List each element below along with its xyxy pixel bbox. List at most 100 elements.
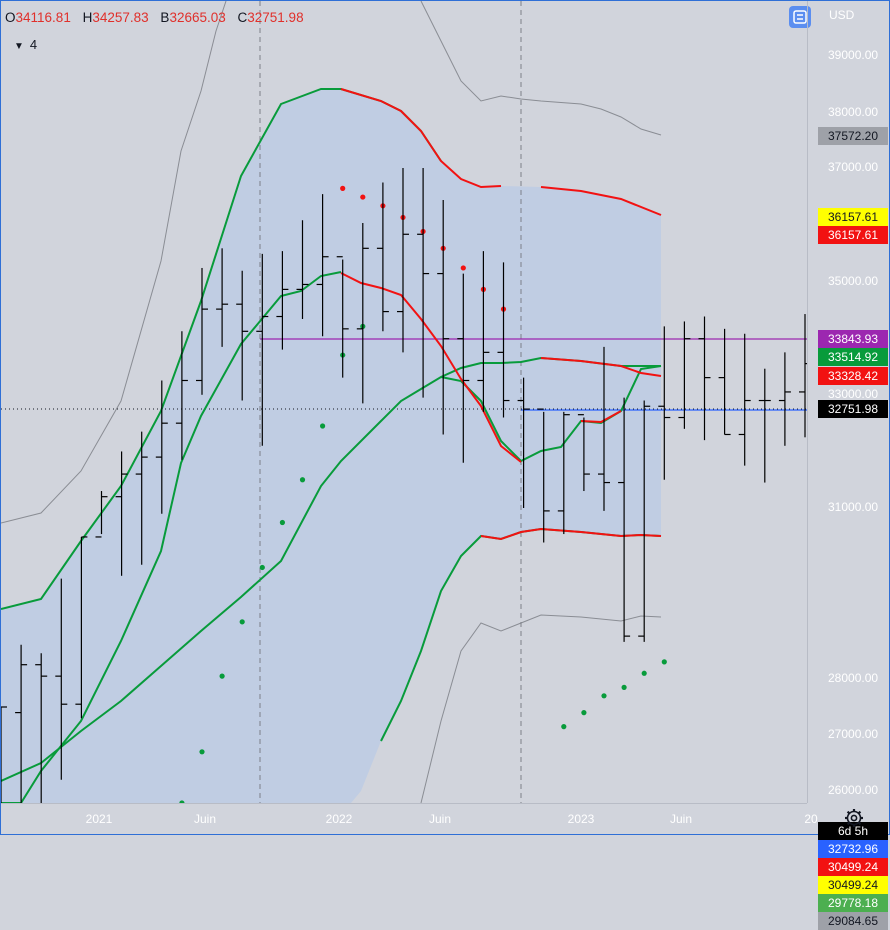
ohlc-bar[interactable] [457,273,470,463]
ohlc-bar[interactable] [196,267,208,395]
outer-upper-line-left [1,1,227,524]
price-tick: 33000.00 [828,386,879,401]
sar-green-dot [239,619,245,625]
sar-green-dot [601,693,607,699]
ohlc-bar[interactable] [397,168,409,353]
price-label: 30499.24 [818,876,888,894]
lower-red-line [480,527,662,541]
ohlc-bar[interactable] [15,644,28,803]
ohlc-bar[interactable] [336,256,349,378]
time-tick: 2021 [85,812,113,826]
ohlc-bar[interactable] [738,333,751,466]
ohlc-bar[interactable] [517,377,530,508]
price-label: 29778.18 [818,894,888,912]
price-tick: 35000.00 [828,274,879,288]
ohlc-bar[interactable] [356,223,369,404]
ohlc-bar[interactable] [417,168,430,398]
sar-red-dot [460,265,466,271]
price-tick: 26000.00 [828,783,879,797]
ohlc-bar[interactable] [115,451,128,576]
close-value: 32751.98 [247,10,304,25]
close-key: C [237,10,248,25]
ohlc-bar[interactable] [155,380,168,514]
mid-red-line-3 [580,410,622,424]
sar-green-dot [661,659,667,665]
ohlc-bar[interactable] [537,408,550,543]
ohlc-bar[interactable] [477,251,490,412]
price-label: 32751.98 [818,400,888,418]
ohlc-bar[interactable] [135,431,148,565]
ohlc-bar[interactable] [55,578,68,780]
price-label: 37572.20 [818,127,888,145]
chart-canvas[interactable] [1,1,807,803]
ohlc-bar[interactable] [799,314,807,438]
time-tick: Juin [428,812,452,826]
ohlc-bar[interactable] [678,321,691,429]
open-key: O [5,10,16,25]
price-tick: 31000.00 [828,500,879,514]
ohlc-bar[interactable] [618,397,631,642]
envelope-band [1,89,661,803]
ohlc-bar[interactable] [256,253,269,446]
sar-green-dot [621,684,627,691]
price-tick: 28000.00 [828,671,879,685]
high-key: H [82,10,93,25]
price-label: 33843.93 [818,330,888,348]
sar-green-dot [561,724,567,730]
ohlc-bar[interactable] [95,491,108,538]
ohlc-bar[interactable] [216,248,229,347]
time-tick: 2023 [567,812,595,826]
ohlc-bar[interactable] [35,653,48,803]
chevron-down-icon[interactable]: ▼ [14,41,24,52]
ohlc-bar[interactable] [698,316,711,441]
ohlc-bar[interactable] [236,270,249,401]
indicators-toggle[interactable]: ▼ 4 [14,37,37,52]
ohlc-bar[interactable] [316,194,329,337]
currency-label[interactable]: USD [829,8,855,22]
ohlc-bar[interactable] [758,368,771,483]
sar-green-dot [581,710,587,716]
gear-icon[interactable] [844,808,864,828]
price-tick: 27000.00 [828,727,879,741]
ohlc-bar[interactable] [577,414,590,492]
sar-green-dot [299,477,306,483]
ohlc-bar[interactable] [598,346,610,511]
outer-lower-line [420,614,662,803]
price-tick: 37000.00 [828,160,879,174]
time-tick: Juin [193,812,217,826]
currency-button[interactable] [789,6,811,28]
ohlc-bar[interactable] [75,536,88,719]
ohlc-bar[interactable] [718,328,731,436]
ohlc-bar[interactable] [557,411,570,535]
sar-green-dot [179,800,185,803]
sar-green-dot [641,670,647,676]
ohlc-bar[interactable] [497,262,510,418]
price-label: 30499.24 [818,858,888,876]
ohlc-bar[interactable] [778,352,791,446]
plot-area[interactable] [1,1,807,803]
low-key: B [160,10,170,25]
ohlc-bar[interactable] [437,199,450,435]
price-label: 29084.65 [818,912,888,930]
price-tick: 38000.00 [828,105,879,119]
time-tick: 2022 [325,812,353,826]
sar-green-dot [279,519,285,526]
price-tick: 39000.00 [828,48,879,62]
sar-green-dot [219,673,225,679]
time-axis[interactable]: 2021 Juin 2022 Juin 2023 Juin 20 [1,803,818,835]
ohlc-bar[interactable] [658,326,671,480]
ohlc-bar[interactable] [175,331,188,460]
sar-green-dot [199,749,205,755]
sar-green-dot [320,423,326,429]
ohlc-bar[interactable] [638,400,651,642]
ohlc-bar[interactable] [296,220,309,319]
time-tick: Juin [669,812,693,826]
price-label: 32732.96 [818,840,888,858]
ohlc-bar[interactable] [276,251,289,350]
sar-green-dot [259,564,265,571]
ohlc-bar[interactable] [376,182,389,332]
upper-red-line-2 [540,186,662,216]
ohlc-bar[interactable] [1,706,7,803]
price-axis[interactable]: 39000.00 38000.00 37000.00 35000.00 33000.00… [807,1,890,930]
ohlc-legend: O34116.81 H34257.83 B32665.03 C32751.98 [5,10,312,25]
